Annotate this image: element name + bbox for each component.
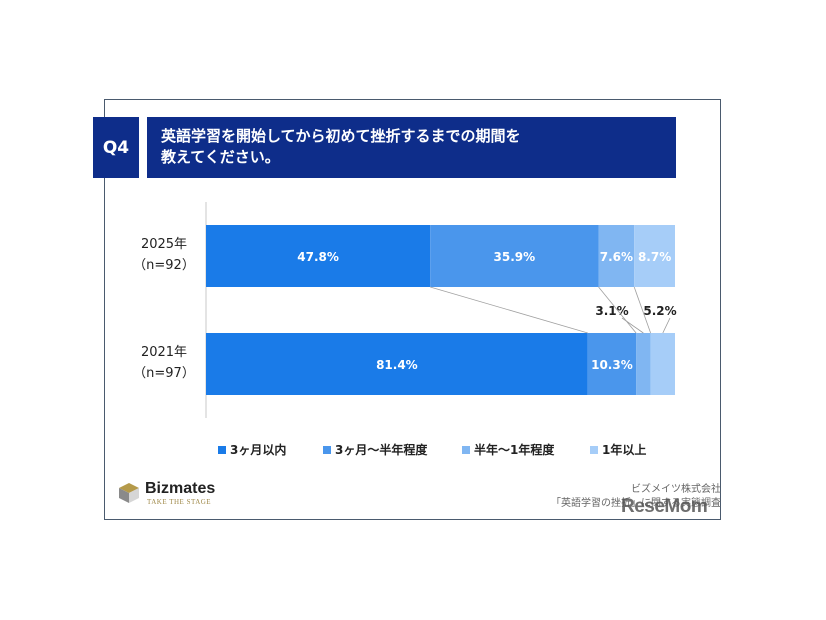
question-line-1: 英語学習を開始してから初めて挫折するまでの期間を — [161, 127, 521, 145]
bizmates-cube-icon — [119, 483, 139, 503]
series-connector-line — [633, 286, 651, 334]
data-label: 81.4% — [376, 358, 418, 372]
source-line-1: ビズメイツ株式会社 — [631, 484, 721, 495]
category-label: 2025年 — [141, 237, 187, 252]
legend-label: 3ヶ月以内 — [230, 443, 287, 457]
legend-swatch — [590, 445, 598, 454]
data-label-outside: 3.1% — [595, 304, 628, 318]
category-n-label: （n=97） — [133, 366, 195, 381]
category-label: 2021年 — [141, 345, 187, 360]
bar-segment — [206, 333, 588, 395]
legend-item: 3ヶ月以内 — [218, 441, 286, 458]
legend-item: 1年以上 — [590, 441, 646, 458]
series-connector-line — [598, 286, 637, 334]
bar-segment — [636, 333, 651, 395]
data-label: 35.9% — [494, 250, 536, 264]
bar-segment — [430, 225, 599, 287]
bizmates-logo: Bizmates TAKE THE STAGE — [117, 478, 227, 508]
bar-segment — [634, 225, 675, 287]
resemom-watermark: ReseMom — [621, 496, 708, 517]
category-n-label: （n=92） — [133, 258, 195, 273]
series-connector-line — [430, 286, 588, 334]
bar-segment — [650, 333, 675, 395]
data-label-outside: 5.2% — [643, 304, 676, 318]
bar-segment — [587, 333, 637, 395]
data-label: 7.6% — [600, 250, 633, 264]
chart-legend: 3ヶ月以内 3ヶ月～半年程度 半年～1年程度 1年以上 — [0, 441, 826, 457]
legend-item: 半年～1年程度 — [462, 441, 554, 458]
logo-tagline: TAKE THE STAGE — [147, 498, 212, 506]
logo-name: Bizmates — [145, 480, 216, 497]
data-label: 10.3% — [591, 358, 633, 372]
question-line-2: 教えてください。 — [161, 148, 280, 166]
leader-line — [662, 317, 671, 334]
bar-segment — [206, 225, 431, 287]
source-credit: ビズメイツ株式会社 「英語学習の挫折」に関する実態調査 — [551, 483, 721, 511]
legend-swatch — [218, 445, 226, 454]
question-badge: Q4 — [93, 117, 139, 178]
legend-swatch — [462, 445, 470, 454]
source-line-2: 「英語学習の挫折」に関する実態調査 — [551, 498, 721, 509]
question-title: 英語学習を開始してから初めて挫折するまでの期間を 教えてください。 — [147, 117, 676, 178]
data-label: 8.7% — [638, 250, 671, 264]
data-label: 47.8% — [297, 250, 339, 264]
legend-item: 3ヶ月～半年程度 — [323, 441, 427, 458]
legend-label: 半年～1年程度 — [474, 443, 555, 457]
legend-swatch — [323, 445, 331, 454]
legend-label: 1年以上 — [602, 443, 647, 457]
legend-label: 3ヶ月～半年程度 — [335, 443, 428, 457]
bar-segment — [598, 225, 635, 287]
